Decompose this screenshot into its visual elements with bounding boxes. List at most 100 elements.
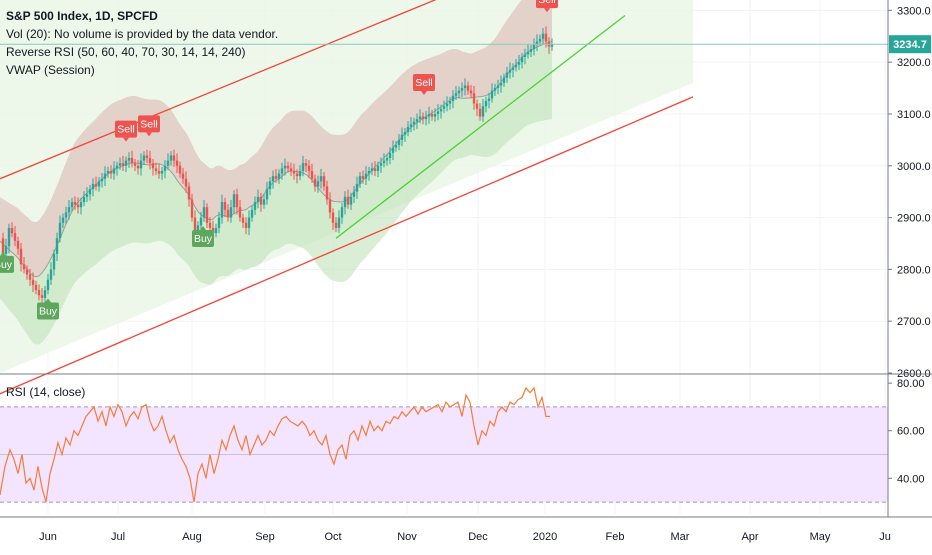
candle-body: [205, 207, 209, 223]
oversold-band: [0, 41, 552, 345]
x-tick-label: Jun: [39, 531, 57, 543]
candle-body: [376, 165, 380, 171]
rsi-line: [0, 386, 550, 503]
signal-label: Sell: [415, 77, 433, 89]
candle-body: [268, 181, 272, 190]
rsi-legend[interactable]: RSI (14, close): [6, 385, 86, 399]
x-tick-label: Sep: [255, 531, 275, 543]
candle-body: [322, 176, 326, 187]
candle-body: [295, 173, 299, 177]
signal-badge: [138, 115, 160, 133]
candle-body: [397, 139, 401, 146]
candle-body: [502, 77, 506, 83]
candle-body: [220, 202, 224, 218]
candle-body: [160, 170, 164, 174]
signal-pointer: [146, 132, 152, 137]
signal-label: Buy: [194, 233, 213, 245]
legend-title[interactable]: S&P 500 Index, 1D, SPCFD: [6, 9, 158, 23]
candle-body: [253, 202, 257, 210]
candle-body: [82, 196, 86, 203]
signal-pointer: [0, 251, 6, 256]
candle-body: [142, 155, 146, 161]
candle-body: [508, 69, 512, 73]
candle-body: [247, 217, 251, 228]
candle-body: [424, 116, 428, 120]
main-legend: S&P 500 Index, 1D, SPCFD Vol (20): No vo…: [6, 7, 278, 79]
candle-body: [340, 207, 344, 218]
candle-body: [259, 196, 263, 205]
candle-body: [379, 163, 383, 166]
candle-body: [22, 264, 26, 270]
candle-body: [514, 64, 518, 68]
candle-body: [52, 253, 56, 270]
candle-body: [28, 274, 32, 280]
legend-vwap[interactable]: VWAP (Session): [6, 63, 95, 77]
x-tick-label: Feb: [606, 531, 625, 543]
candle-body: [274, 176, 278, 179]
rsi-pane: [0, 386, 888, 503]
candle-body: [400, 134, 404, 140]
legend-reverse-rsi[interactable]: Reverse RSI (50, 60, 40, 70, 30, 14, 14,…: [6, 45, 246, 59]
candle-body: [382, 160, 386, 164]
candle-body: [454, 93, 458, 96]
candle-body: [184, 178, 188, 187]
candle-body: [448, 101, 452, 104]
candle-body: [187, 186, 191, 200]
candle-body: [232, 194, 236, 208]
candle-body: [250, 209, 254, 218]
x-tick-label: 2020: [533, 531, 557, 543]
candle-body: [115, 165, 119, 169]
x-tick-label: Ju: [879, 531, 891, 543]
candle-body: [151, 163, 155, 169]
signal-badge: [0, 255, 14, 273]
x-tick-label: Jul: [111, 531, 125, 543]
candle-body: [472, 93, 476, 104]
candle-body: [403, 132, 407, 135]
y-tick-label: 3000.0: [897, 161, 931, 173]
signal-badge: [115, 120, 137, 138]
candle-body: [226, 209, 230, 218]
candle-body: [37, 290, 41, 296]
channel-lower: [0, 96, 694, 395]
candle-body: [490, 90, 494, 99]
candle-body: [436, 111, 440, 114]
candle-body: [40, 295, 44, 298]
candle-body: [214, 227, 218, 234]
candle-body: [100, 178, 104, 182]
candle-body: [229, 207, 233, 218]
candle-body: [430, 113, 434, 117]
candle-body: [49, 269, 53, 280]
axes: 3300.0 3200.0 3100.0 3000.0 2900.0 2800.0 2700…: [0, 0, 932, 543]
candle-body: [280, 168, 284, 174]
candle-body: [88, 189, 92, 195]
candle-body: [331, 212, 335, 223]
candle-body: [79, 202, 83, 208]
candle-body: [193, 217, 197, 234]
x-tick-label: Mar: [671, 531, 690, 543]
channel-upper: [0, 0, 437, 180]
candle-body: [337, 217, 341, 228]
candle-body: [265, 189, 269, 200]
candle-body: [286, 165, 290, 169]
x-tick-label: Dec: [468, 531, 488, 543]
candle-body: [373, 168, 377, 171]
candle-body: [538, 38, 542, 42]
x-tick-label: May: [810, 531, 831, 543]
candle-body: [421, 116, 425, 120]
candle-body: [166, 160, 170, 166]
candle-body: [64, 212, 68, 218]
candle-body: [43, 290, 47, 298]
candle-body: [301, 163, 305, 171]
candle-body: [439, 108, 443, 112]
signal-pointer: [200, 225, 206, 230]
candle-body: [130, 158, 134, 164]
legend-vol[interactable]: Vol (20): No volume is provided by the d…: [6, 27, 279, 41]
candle-body: [415, 119, 419, 122]
y-tick-label: 3100.0: [897, 109, 931, 121]
signal-badge: [536, 0, 558, 9]
trendline: [335, 15, 626, 239]
candle-body: [394, 145, 398, 148]
rsi-y-tick-label: 40.00: [897, 473, 925, 485]
